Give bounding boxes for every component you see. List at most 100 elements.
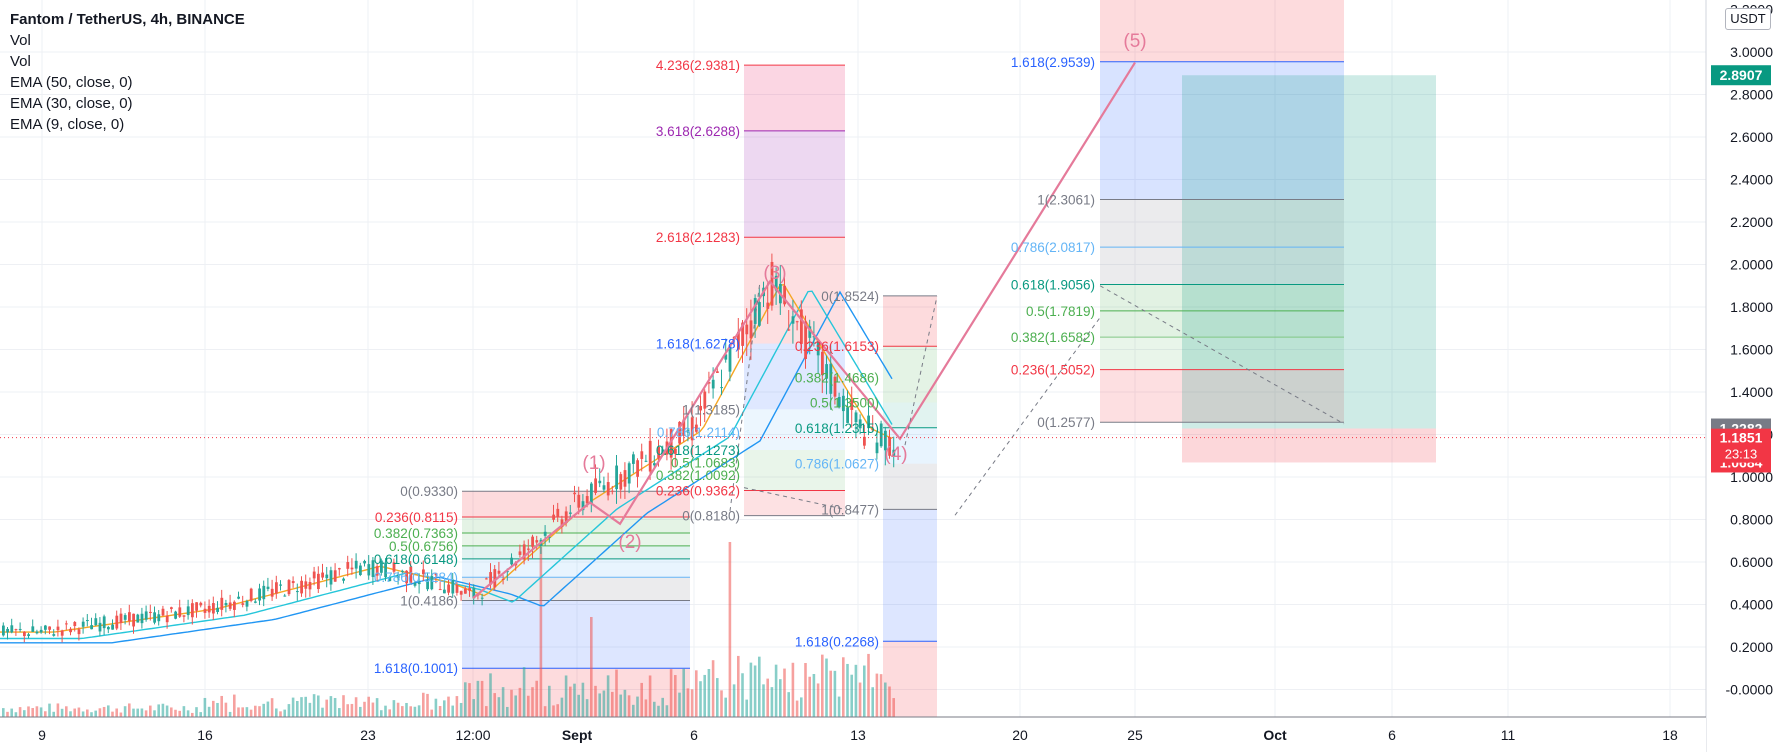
volume-bar [199,712,202,717]
candle-body [434,572,438,576]
indicator-ema-50[interactable]: EMA (50, close, 0) [10,74,133,91]
current-price-label: 1.1851 [1720,430,1763,446]
indicator-ema-9[interactable]: EMA (9, close, 0) [10,116,125,133]
candle-body [590,483,593,505]
volume-bar [371,702,375,717]
volume-bar [821,654,824,717]
price-tick-label: 1.0000 [1730,469,1773,485]
fib-zone [883,427,937,464]
fib-zone [883,509,937,642]
candle-body [275,582,278,594]
candle-body [312,571,316,579]
price-tick-label: 2.6000 [1730,129,1773,145]
time-tick-label: 13 [850,727,866,743]
fib-level-label: 0.786(2.0817) [1011,240,1095,255]
candle-body [884,430,887,451]
candle-body [674,448,677,454]
volume-bar [808,676,811,717]
price-tick-label: 0.8000 [1730,512,1773,528]
currency-badge[interactable]: USDT [1725,8,1771,30]
volume-bar [707,669,711,717]
volume-bar [27,706,30,717]
fib-zone [462,577,690,601]
price-tick-label: 2.4000 [1730,172,1773,188]
candle-body [737,331,740,350]
candle-body [585,496,589,504]
volume-bar [396,702,400,717]
volume-bar [304,696,307,717]
fib-level-label: 1(0.4186) [400,594,458,609]
candle-body [123,615,127,620]
time-tick-label: 6 [690,727,698,743]
volume-bar [632,704,635,717]
indicator-volume[interactable]: Vol [10,32,31,49]
candle-body [653,463,656,466]
volume-bar [128,703,131,717]
volume-bar [2,708,5,717]
candle-body [619,474,623,490]
volume-bar [581,682,585,717]
candle-body [426,580,429,590]
fib-zone [462,517,690,534]
candle-body [207,605,211,613]
candle-body [850,400,854,410]
volume-bar [543,706,547,717]
price-tick-label: 1.6000 [1730,342,1773,358]
time-tick-label: 9 [38,727,46,743]
indicator-ema-30[interactable]: EMA (30, close, 0) [10,95,133,112]
fib-zone [1100,199,1344,285]
candle-body [774,275,778,291]
symbol-title[interactable]: Fantom / TetherUS, 4h, BINANCE [10,11,245,28]
volume-bar [144,710,148,717]
candle-body [409,566,413,583]
volume-bar [325,699,328,717]
volume-bar [464,682,467,717]
volume-bar [640,682,643,717]
volume-bar [258,706,261,717]
candle-body [224,602,228,606]
candle-body [506,571,509,573]
candle-body [800,309,803,344]
wave-label: (2) [618,532,641,553]
fib-level-label: 0.382(1.0092) [656,468,740,483]
volume-bar [594,685,597,717]
candle-body [741,322,744,346]
candle-body [682,419,686,436]
candle-body [98,622,102,632]
time-tick-label: 12:00 [455,727,490,743]
indicator-volume-2[interactable]: Vol [10,53,31,70]
candle-body [871,429,875,431]
candle-body [472,587,476,599]
candle-body [128,612,131,621]
fib-level-label: 3.618(2.6288) [656,124,740,139]
fib-level-label: 0.382(1.4686) [795,370,879,385]
volume-bar [149,705,152,717]
candle-body [283,595,287,597]
candle-body [707,382,711,384]
fib-level-label: 0(1.8524) [821,289,879,304]
candle-body [304,581,308,589]
candle-body [501,578,505,580]
price-tick-label: 1.4000 [1730,384,1773,400]
volume-bar [195,707,198,717]
candle-body [195,602,198,611]
volume-bar [686,688,690,717]
candle-body [808,326,812,338]
time-tick-label: 16 [197,727,213,743]
volume-bar [132,708,135,717]
volume-bar [14,712,18,717]
candle-body [384,562,387,578]
chart-grid [0,0,1706,717]
volume-bar [728,542,732,717]
candle-body [669,429,673,458]
volume-bar [23,710,26,717]
candle-body [396,574,400,579]
volume-bar [317,695,320,717]
candle-body [216,607,219,612]
price-badge [1711,65,1771,86]
volume-bar [770,687,774,717]
time-tick-label: 6 [1388,727,1396,743]
volume-bar [283,709,286,717]
